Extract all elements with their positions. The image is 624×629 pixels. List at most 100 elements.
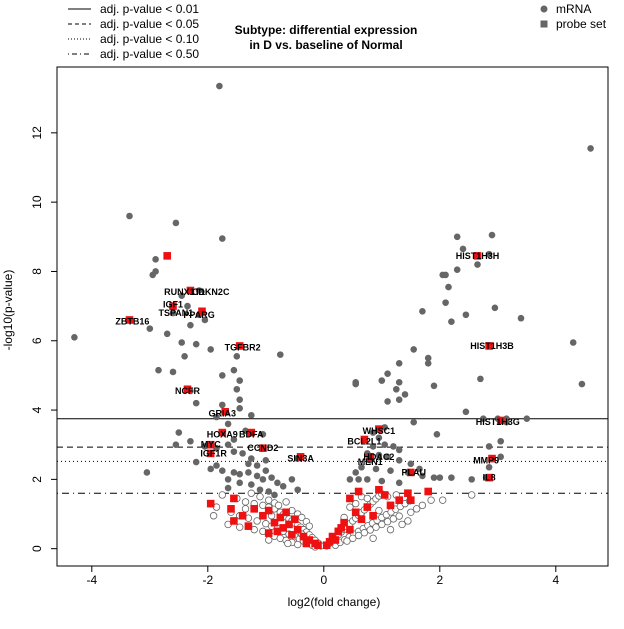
probe-set-point xyxy=(221,407,229,416)
probe-set-point xyxy=(279,524,287,532)
gene-label: PPARG xyxy=(183,310,214,320)
significant-mrna-point xyxy=(387,467,394,475)
significant-mrna-point xyxy=(187,321,194,329)
gene-label: PLAU xyxy=(401,467,426,477)
gene-label: MYC xyxy=(201,440,222,450)
significant-mrna-point xyxy=(169,368,177,376)
significant-mrna-point xyxy=(236,396,243,403)
significant-mrna-point xyxy=(395,379,403,386)
nonsignificant-mrna-point xyxy=(375,506,383,515)
gene-label: HIST1H3H xyxy=(456,251,500,261)
significant-mrna-point xyxy=(271,491,278,499)
significant-mrna-point xyxy=(279,482,287,490)
nonsignificant-mrna-point xyxy=(256,492,264,501)
probe-set-point xyxy=(250,505,258,513)
significant-mrna-point xyxy=(375,451,383,459)
probe-set-point xyxy=(238,511,247,520)
significant-points-layer xyxy=(71,82,594,499)
nonsignificant-mrna-point xyxy=(363,494,371,503)
nonsignificant-mrna-point xyxy=(418,501,427,510)
significant-mrna-point xyxy=(216,82,223,90)
gene-label: CCND2 xyxy=(247,443,278,453)
significant-mrna-point xyxy=(213,462,220,469)
x-tick-label: -2 xyxy=(202,573,213,587)
significant-mrna-point xyxy=(480,415,487,423)
significant-mrna-point xyxy=(288,476,296,483)
probe-set-point xyxy=(288,531,296,539)
significant-mrna-point xyxy=(430,474,438,481)
significant-mrna-point xyxy=(578,380,586,388)
significant-mrna-point xyxy=(245,469,252,476)
significant-mrna-point xyxy=(265,488,273,495)
nonsignificant-mrna-point xyxy=(366,526,374,534)
probe-set-point xyxy=(375,425,383,433)
gene-label: ZBTB16 xyxy=(115,317,149,327)
legend-label-001: adj. p-value < 0.01 xyxy=(100,2,199,16)
significant-mrna-point xyxy=(393,385,400,393)
gene-label: TGFBR2 xyxy=(225,343,261,353)
chart-title-line2: in D vs. baseline of Normal xyxy=(249,38,402,52)
significant-mrna-point xyxy=(245,460,252,468)
probe-set-point xyxy=(485,473,493,482)
nonsignificant-mrna-point xyxy=(439,496,447,504)
significant-mrna-point xyxy=(381,424,389,431)
probe-set-point xyxy=(270,518,279,527)
legend-probe-set-marker xyxy=(540,20,548,28)
probe-set-point xyxy=(407,468,415,477)
significant-mrna-point xyxy=(236,479,243,487)
significant-mrna-point xyxy=(587,145,594,152)
significant-mrna-point xyxy=(152,256,159,263)
significant-mrna-point xyxy=(419,472,426,480)
nonsignificant-mrna-point xyxy=(352,499,360,508)
gene-label: HIST1H3B xyxy=(470,341,514,351)
significant-mrna-point xyxy=(477,375,484,383)
significant-mrna-point xyxy=(355,476,362,483)
significant-mrna-point xyxy=(517,314,525,322)
chart-title-line1: Subtype: differential expression xyxy=(235,23,418,37)
significant-mrna-point xyxy=(274,479,281,487)
probe-set-point xyxy=(264,529,273,537)
significant-mrna-point xyxy=(219,372,226,379)
significant-mrna-point xyxy=(207,465,214,473)
significant-mrna-point xyxy=(352,380,360,388)
nonsignificant-mrna-point xyxy=(274,501,283,510)
significant-mrna-point xyxy=(503,418,510,426)
significant-mrna-point xyxy=(195,287,203,294)
significant-mrna-point xyxy=(219,401,226,409)
significant-mrna-point xyxy=(242,427,249,435)
probe-set-point xyxy=(235,342,244,350)
significant-mrna-point xyxy=(262,467,270,475)
significant-mrna-point xyxy=(294,486,302,494)
significant-mrna-point xyxy=(224,476,232,483)
axes-layer: -4 -2 0 2 4 0 2 4 6 8 10 12 xyxy=(30,126,559,587)
probe-set-point xyxy=(346,525,354,534)
significant-mrna-point xyxy=(381,441,389,449)
probe-set-point xyxy=(351,508,360,517)
marker-legend: mRNA probe set xyxy=(540,2,607,31)
gene-label: WHSC1 xyxy=(363,426,396,436)
significant-mrna-point xyxy=(468,476,476,483)
probe-set-point xyxy=(424,487,432,496)
probe-set-point xyxy=(337,524,345,532)
gene-label: HDAC2 xyxy=(363,452,394,462)
probe-set-point xyxy=(264,506,273,515)
nonsignificant-mrna-point xyxy=(247,489,255,497)
significant-mrna-point xyxy=(178,339,185,346)
significant-mrna-point xyxy=(497,437,505,445)
nonsignificant-mrna-point xyxy=(386,525,395,534)
x-tick-label: 0 xyxy=(320,573,327,587)
probe-set-point xyxy=(496,416,505,425)
significant-mrna-point xyxy=(181,353,188,360)
probe-set-point xyxy=(206,449,215,458)
significant-mrna-point xyxy=(448,318,455,325)
probe-set-point xyxy=(395,496,403,504)
nonsignificant-mrna-point xyxy=(398,520,406,529)
significant-mrna-point xyxy=(224,441,232,449)
legend-label-010: adj. p-value < 0.10 xyxy=(100,32,199,46)
significant-mrna-point xyxy=(497,453,505,461)
probe-set-point xyxy=(331,536,340,544)
significant-mrna-point xyxy=(384,370,391,377)
x-axis-label: log2(fold change) xyxy=(288,595,381,609)
